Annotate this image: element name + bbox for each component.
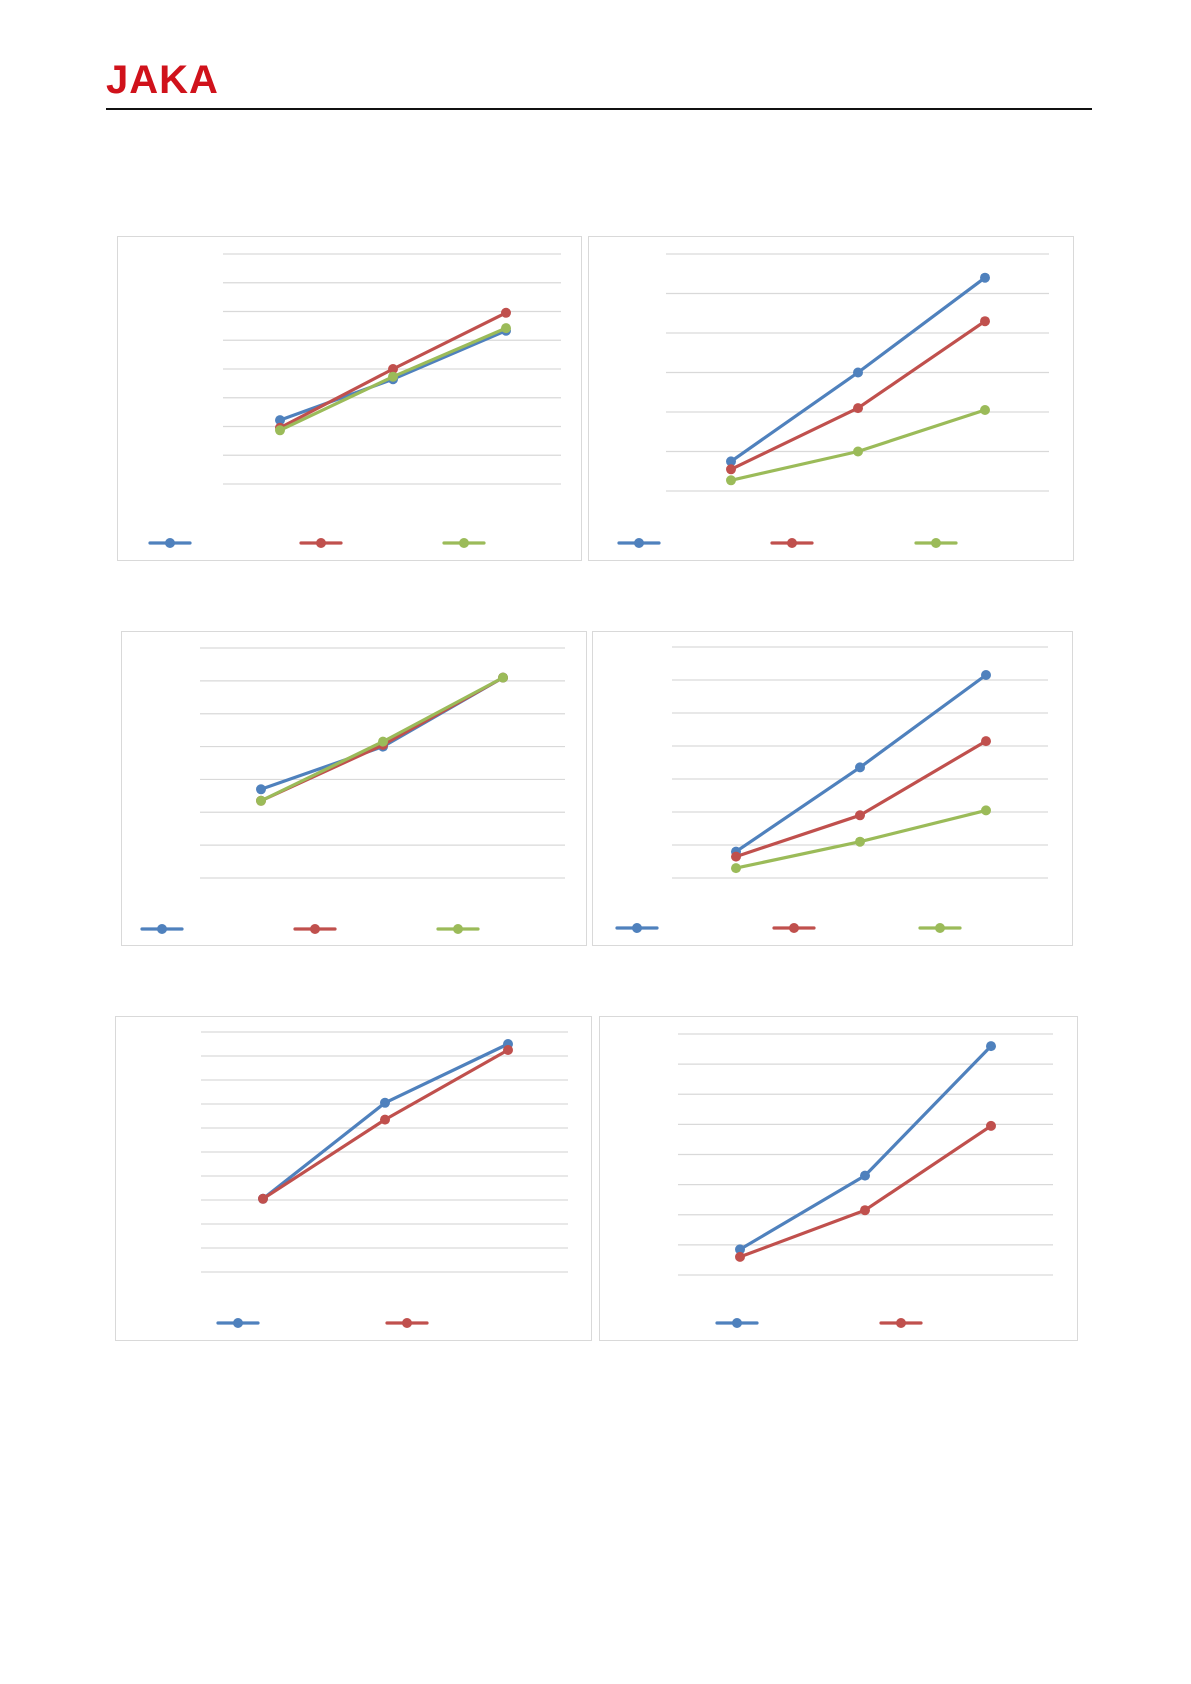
- legend-key-red: [772, 923, 816, 933]
- data-point-green: [388, 371, 398, 382]
- data-point-red: [503, 1045, 513, 1055]
- data-point-green: [498, 672, 508, 683]
- chart-svg: [615, 646, 1048, 933]
- data-point-red: [388, 364, 398, 374]
- data-point-blue: [726, 456, 736, 467]
- data-point-blue: [860, 1170, 870, 1181]
- legend-key-green: [442, 538, 486, 548]
- data-point-green: [855, 836, 865, 847]
- legend-key-green: [436, 924, 480, 934]
- data-point-blue: [853, 367, 863, 378]
- data-point-blue: [256, 784, 266, 795]
- series-line-green: [729, 408, 987, 482]
- legend-key-red: [770, 538, 814, 548]
- data-point-red: [855, 810, 865, 821]
- legend-key-blue: [140, 924, 184, 934]
- data-point-green: [853, 446, 863, 457]
- chart-panel-1: [117, 236, 582, 561]
- legend-key-green: [918, 923, 962, 933]
- data-point-red: [980, 316, 990, 327]
- chart-svg: [678, 1033, 1053, 1328]
- data-point-green: [501, 323, 511, 334]
- data-point-red: [735, 1251, 745, 1262]
- data-point-red: [380, 1114, 390, 1125]
- legend-key-red: [293, 924, 337, 934]
- data-point-green: [275, 425, 285, 436]
- data-point-green: [256, 795, 266, 806]
- series-line-blue: [259, 675, 505, 791]
- data-point-blue: [275, 415, 285, 426]
- data-point-green: [378, 736, 388, 747]
- chart-svg: [148, 253, 561, 548]
- data-point-red: [258, 1193, 268, 1204]
- series-line-blue: [738, 1044, 993, 1251]
- data-point-red: [726, 464, 736, 475]
- chart-panel-5: [115, 1016, 592, 1341]
- legend-key-blue: [615, 923, 659, 933]
- data-point-blue: [986, 1041, 996, 1052]
- data-point-red: [986, 1120, 996, 1131]
- legend-key-red: [385, 1318, 429, 1328]
- legend-key-red: [879, 1318, 923, 1328]
- header-rule: [106, 108, 1092, 110]
- legend-key-blue: [216, 1318, 260, 1328]
- data-point-red: [731, 851, 741, 862]
- data-point-blue: [981, 670, 991, 680]
- chart-svg: [140, 647, 565, 934]
- chart-panel-3: [121, 631, 587, 946]
- legend-key-green: [914, 538, 958, 548]
- legend-key-blue: [148, 538, 192, 548]
- data-point-green: [981, 805, 991, 816]
- chart-panel-6: [599, 1016, 1078, 1341]
- jaka-logo: JAKA: [106, 58, 219, 102]
- chart-panel-2: [588, 236, 1074, 561]
- legend-key-blue: [617, 538, 661, 548]
- legend-key-red: [299, 538, 343, 548]
- data-point-blue: [735, 1244, 745, 1255]
- chart-panel-4: [592, 631, 1073, 946]
- series-line-red: [738, 1124, 993, 1259]
- data-point-blue: [980, 272, 990, 283]
- chart-svg: [201, 1031, 568, 1328]
- data-point-red: [860, 1205, 870, 1216]
- data-point-green: [980, 405, 990, 415]
- data-point-green: [726, 475, 736, 486]
- data-point-red: [853, 403, 863, 414]
- data-point-green: [731, 863, 741, 874]
- data-point-red: [981, 736, 991, 747]
- chart-svg: [617, 253, 1049, 548]
- data-point-blue: [855, 762, 865, 773]
- data-point-red: [501, 307, 511, 318]
- data-point-blue: [380, 1097, 390, 1108]
- legend-key-blue: [715, 1318, 759, 1328]
